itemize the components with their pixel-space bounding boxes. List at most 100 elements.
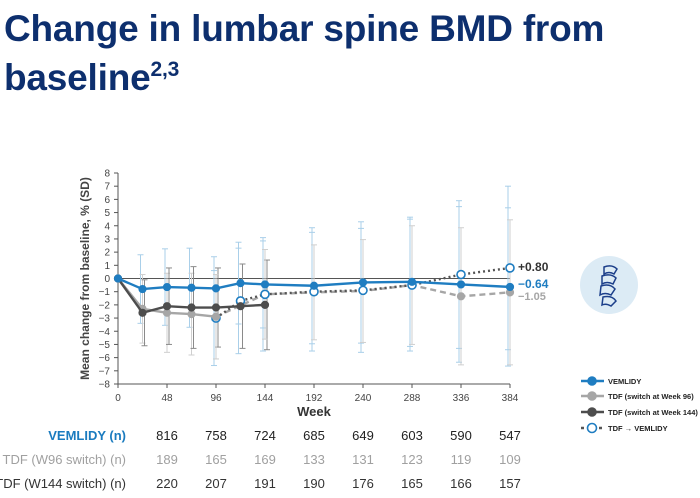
data-point [309,281,319,290]
x-tick-label: 384 [502,393,519,404]
lumbar-spine-icon [580,256,638,314]
table-cell: 176 [352,476,374,491]
table-row: TDF (W96 switch) (n) 189 165 169 133 131 123 1… [0,452,700,474]
row-label: TDF (W96 switch) (n) [2,452,127,467]
table-cell: 189 [156,452,178,467]
table-cell: 190 [303,476,325,491]
data-point [456,280,466,289]
legend-marker [587,391,597,401]
y-tick-label: 5 [104,208,110,219]
data-point [260,280,270,289]
legend-label: TDF (switch at Week 144) [608,408,698,417]
y-tick-label: 7 [104,182,110,193]
x-tick-label: 48 [161,393,173,404]
table-cell: 603 [401,428,423,443]
data-point [187,283,196,292]
table-cell: 133 [303,452,325,467]
table-cell: 724 [254,428,276,443]
table-cell: 165 [401,476,423,491]
y-tick-label: 4 [104,221,110,232]
legend-label: TDF (switch at Week 96) [608,392,694,401]
end-value-label: +0.80 [518,260,549,274]
data-point [260,289,270,300]
data-point [211,284,221,293]
table-cell: 119 [450,452,472,467]
table-cell: 547 [499,428,521,443]
legend-item: TDF → VEMLIDY [581,422,668,434]
table-cell: 220 [156,476,178,491]
y-tick-label: −4 [99,327,111,338]
y-tick-label: −2 [99,300,111,311]
legend-item: TDF (switch at Week 144) [581,407,698,417]
x-tick-label: 144 [257,393,274,404]
x-tick-label: 192 [306,393,323,404]
table-cell: 109 [499,452,521,467]
end-value-label: −1.05 [518,291,546,303]
table-cell: 590 [450,428,472,443]
table-cell: 131 [352,452,374,467]
data-point [505,282,515,292]
legend-marker [587,376,597,386]
y-tick-label: 8 [104,169,110,180]
table-cell: 191 [254,476,276,491]
table-cell: 758 [205,428,227,443]
table-cell: 816 [156,428,178,443]
y-tick-label: 6 [104,195,110,206]
data-point [211,303,221,312]
table-row: TDF (W144 switch) (n) 220 207 191 190 176 165… [0,476,700,498]
data-point [407,277,417,286]
x-tick-label: 288 [404,393,421,404]
page-title-text: Change in lumbar spine BMD from baseline [4,8,605,98]
x-tick-label: 96 [210,393,222,404]
data-point [456,292,466,301]
data-point [358,278,368,287]
table-cell: 169 [254,452,276,467]
row-label: TDF (W144 switch) (n) [0,476,126,491]
y-tick-label: −1 [99,287,111,298]
table-cell: 685 [303,428,325,443]
data-point [162,282,172,292]
row-label: VEMLIDY (n) [48,428,126,443]
title-superscript: 2,3 [150,58,180,81]
data-point [113,274,123,283]
table-cell: 157 [499,476,521,491]
table-cell: 165 [205,452,227,467]
data-point [138,308,147,317]
data-point [138,284,147,294]
x-tick-label: 0 [115,393,121,404]
x-axis-label: Week [297,404,331,419]
legend-label: VEMLIDY [608,377,641,386]
data-point [162,302,172,311]
data-point [456,269,466,280]
table-row: VEMLIDY (n) 816 758 724 685 649 603 590 547 [0,428,700,450]
legend-label: TDF → VEMLIDY [608,424,668,433]
table-cell: 166 [450,476,472,491]
end-value-label: −0.64 [518,277,549,291]
legend-marker [587,407,597,417]
y-tick-label: 2 [104,248,110,259]
y-tick-label: 0 [104,274,110,285]
y-tick-label: −5 [99,340,111,351]
data-point [211,312,221,321]
y-tick-label: −3 [99,314,111,325]
data-point [358,285,368,296]
y-tick-label: −8 [99,380,111,391]
table-cell: 649 [352,428,374,443]
data-point [236,279,245,288]
y-tick-label: −6 [99,353,111,364]
table-cell: 123 [401,452,423,467]
data-point [187,303,196,312]
table-cell: 207 [205,476,227,491]
data-point [260,300,270,309]
x-tick-label: 240 [355,393,372,404]
page-title: Change in lumbar spine BMD from baseline… [4,4,694,102]
y-tick-label: 1 [104,261,110,272]
data-point [236,302,245,311]
y-axis-label: Mean change from baseline, % (SD) [78,177,92,380]
legend-item: TDF (switch at Week 96) [581,391,694,401]
x-tick-label: 336 [453,393,470,404]
legend-marker [586,422,598,434]
y-tick-label: 3 [104,234,110,245]
data-point [505,263,515,273]
